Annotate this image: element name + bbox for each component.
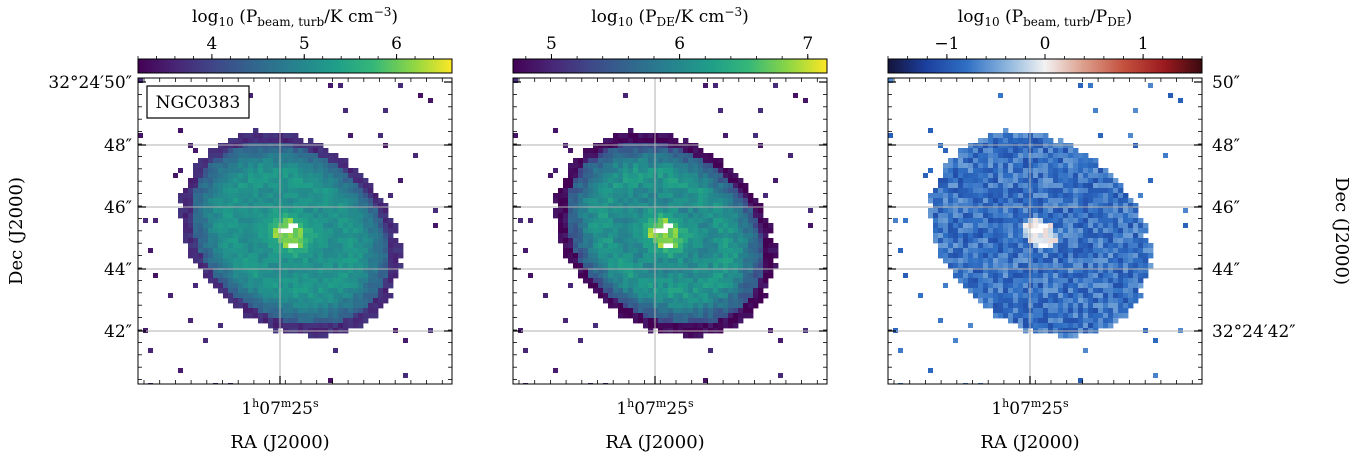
y-tick-label: 50″ <box>1212 73 1240 93</box>
colorbar-tick-label-middle: 5 <box>546 34 557 54</box>
x-tick-label-middle: 1h07m25s <box>616 397 694 419</box>
colorbar-tick-label-middle: 7 <box>802 34 813 54</box>
y-tick-label: 48″ <box>1212 136 1240 156</box>
panel-middle: log10 (PDE/K cm−3) 5 6 7 1h07m25s RA (J2000) <box>512 5 828 453</box>
colorbar-tick-label-right: 0 <box>1040 34 1051 54</box>
colorbar-tick-label-left: 6 <box>391 34 402 54</box>
map-image-left <box>138 78 452 384</box>
colorbar-tick-label-right: −1 <box>934 34 959 54</box>
y-tick-label: 44″ <box>104 260 132 280</box>
colorbar-tick-label-left: 5 <box>299 34 310 54</box>
y-axis-label-right: Dec (J2000) <box>1331 177 1352 285</box>
x-tick-label-left: 1h07m25s <box>241 397 319 419</box>
map-image-right <box>888 78 1202 384</box>
colorbar-left <box>137 58 453 74</box>
x-tick-label-right: 1h07m25s <box>991 397 1069 419</box>
colorbar-label-left: log10 (Pbeam, turb/K cm−3) <box>192 5 398 29</box>
colorbar-label-middle: log10 (PDE/K cm−3) <box>591 5 749 29</box>
y-tick-label: 46″ <box>1212 198 1240 218</box>
panel-left: log10 (Pbeam, turb/K cm−3) 4 5 6 32°24′50″ 48… <box>48 5 453 453</box>
y-tick-label: 46″ <box>104 198 132 218</box>
colorbar-tick-label-middle: 6 <box>674 34 685 54</box>
y-tick-label: 42″ <box>104 322 132 342</box>
y-tick-label: 44″ <box>1212 260 1240 280</box>
y-tick-label: 32°24′50″ <box>48 73 132 93</box>
y-tick-label: 48″ <box>104 136 132 156</box>
colorbar-label-right: log10 (Pbeam, turb/PDE) <box>958 7 1132 29</box>
x-axis-label-left: RA (J2000) <box>230 432 329 453</box>
x-axis-label-middle: RA (J2000) <box>605 432 704 453</box>
colorbar-right <box>887 58 1203 74</box>
y-axis-label-left: Dec (J2000) <box>6 177 27 285</box>
panel-right: log10 (Pbeam, turb/PDE) −1 0 1 50″ 48″ 46″ 44″ 3… <box>887 7 1296 453</box>
y-tick-label: 32°24′42″ <box>1212 322 1296 342</box>
colorbar-middle <box>512 58 828 74</box>
map-image-middle <box>513 78 827 384</box>
x-axis-label-right: RA (J2000) <box>980 432 1079 453</box>
galaxy-name-text: NGC0383 <box>156 93 241 113</box>
colorbar-tick-label-right: 1 <box>1138 34 1149 54</box>
colorbar-tick-label-left: 4 <box>206 34 217 54</box>
galaxy-name-label: NGC0383 <box>146 85 250 119</box>
